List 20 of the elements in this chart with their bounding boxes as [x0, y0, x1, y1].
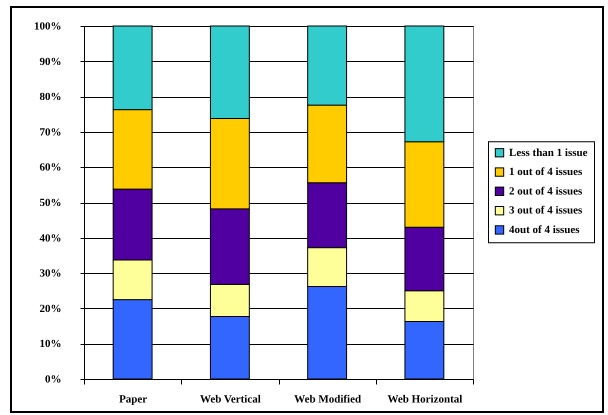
x-tick-label: Paper — [119, 394, 148, 406]
x-tick-label: Web Modified — [294, 394, 362, 406]
x-tick-label: Web Vertical — [200, 394, 261, 406]
y-tick-label: 90% — [40, 56, 62, 68]
y-tick-label: 60% — [40, 162, 62, 174]
legend-label: 1 out of 4 issues — [509, 166, 584, 178]
legend-label: 3 out of 4 issues — [509, 204, 584, 217]
legend-label: 2 out of 4 issues — [509, 185, 584, 198]
legend-label: 4out of 4 issues — [509, 224, 580, 236]
y-tick-label: 0% — [45, 374, 62, 386]
x-tick-label: Web Horizontal — [387, 394, 462, 406]
y-tick-label: 10% — [40, 338, 62, 350]
legend-label: Less than 1 issue — [509, 146, 588, 159]
y-tick-label: 100% — [34, 20, 62, 32]
y-tick-label: 20% — [40, 302, 62, 315]
y-tick-label: 80% — [40, 91, 62, 104]
y-tick-label: 40% — [40, 232, 62, 244]
y-tick-label: 30% — [40, 268, 62, 280]
y-tick-label: 50% — [40, 197, 62, 209]
y-tick-label: 70% — [40, 126, 62, 138]
